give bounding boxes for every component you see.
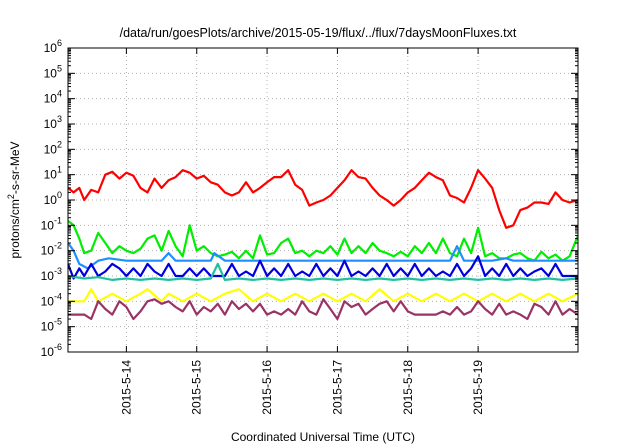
series-group <box>68 169 578 321</box>
y-tick-label: 10-1 <box>41 215 62 232</box>
y-tick-label: 101 <box>44 165 62 182</box>
series-line-4 <box>68 255 578 280</box>
series-line-7 <box>68 298 578 321</box>
x-tick-label: 2015-5-16 <box>260 360 274 415</box>
y-tick-label: 10-5 <box>41 317 62 334</box>
y-tick-label: 103 <box>44 114 62 131</box>
series-line-2 <box>68 220 578 262</box>
series-line-1 <box>68 169 578 229</box>
y-tick-label: 10-2 <box>41 241 62 258</box>
x-axis-label: Coordinated Universal Time (UTC) <box>231 430 415 444</box>
y-tick-label: 10-6 <box>41 342 62 359</box>
x-tick-label: 2015-5-18 <box>401 360 415 415</box>
x-tick-label: 2015-5-15 <box>190 360 204 415</box>
y-tick-label: 105 <box>44 63 62 80</box>
y-tick-label: 102 <box>44 139 62 156</box>
grid <box>68 48 578 352</box>
y-axis-label: protons/cm2-s-sr-MeV <box>6 141 22 258</box>
x-tick-label: 2015-5-17 <box>330 360 344 415</box>
y-tick-label: 104 <box>44 89 62 106</box>
series-line-3 <box>68 242 578 270</box>
y-tick-labels: 10-6 10-5 10-4 10-3 10-2 10-1 100 101 102 103 104 1… <box>41 38 62 359</box>
y-tick-label: 10-3 <box>41 266 62 283</box>
y-tick-label: 100 <box>44 190 62 207</box>
series-line-5 <box>68 262 578 281</box>
chart-title: /data/run/goesPlots/archive/2015-05-19/f… <box>120 26 517 40</box>
x-tick-label: 2015-5-14 <box>119 360 133 415</box>
y-tick-label: 10-4 <box>41 291 62 308</box>
x-tick-label: 2015-5-19 <box>471 360 485 415</box>
axis-ticks <box>68 47 578 353</box>
y-tick-label: 106 <box>44 38 62 55</box>
series-line-6 <box>68 288 578 303</box>
x-tick-labels: 2015-5-14 2015-5-15 2015-5-16 2015-5-17 2015… <box>119 360 485 415</box>
